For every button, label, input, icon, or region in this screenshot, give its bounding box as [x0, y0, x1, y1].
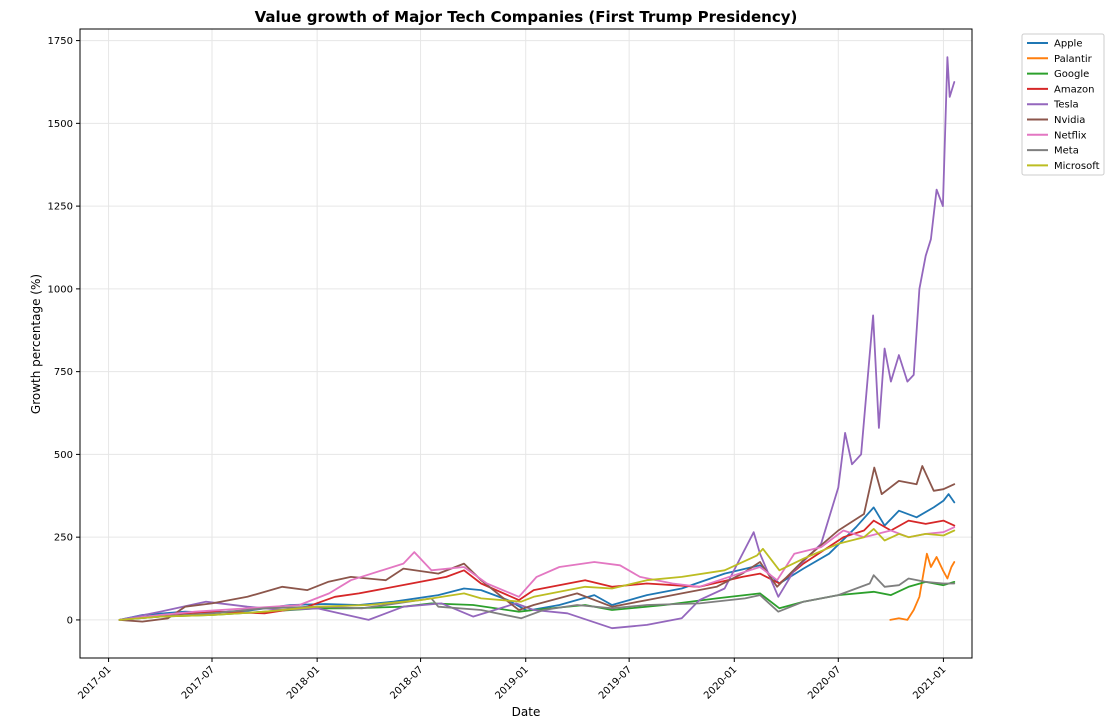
legend-entry-apple: Apple [1054, 39, 1082, 50]
y-axis-ticks: 0 250 500 750 1000 1250 1500 1750 [48, 36, 80, 626]
legend-entry-microsoft: Microsoft [1054, 161, 1100, 172]
x-tick-label: 2020-07 [806, 664, 843, 701]
y-axis-label: Growth percentage (%) [29, 274, 43, 414]
x-tick-label: 2020-01 [702, 664, 739, 701]
x-tick-label: 2021-01 [911, 664, 948, 701]
x-tick-label: 2019-01 [494, 664, 531, 701]
legend-entry-google: Google [1054, 69, 1089, 80]
x-tick-label: 2018-01 [285, 664, 322, 701]
x-tick-label: 2017-07 [180, 664, 217, 701]
legend-entry-palantir: Palantir [1054, 54, 1093, 65]
series-line-meta [118, 574, 956, 621]
series-line-tesla [118, 56, 956, 630]
y-tick-label: 500 [54, 450, 73, 461]
series-line-microsoft [118, 528, 956, 621]
series-line-amazon [118, 519, 956, 621]
y-tick-label: 750 [54, 367, 73, 378]
legend-entry-amazon: Amazon [1054, 84, 1094, 95]
series-line-nvidia [118, 465, 956, 623]
x-tick-label: 2019-07 [597, 664, 634, 701]
legend-entry-meta: Meta [1054, 146, 1079, 157]
legend-entry-tesla: Tesla [1053, 100, 1079, 111]
chart-title: Value growth of Major Tech Companies (Fi… [255, 8, 798, 26]
y-tick-label: 250 [54, 533, 73, 544]
series-line-palantir [889, 552, 956, 621]
y-tick-label: 1750 [48, 36, 73, 47]
x-axis-label: Date [512, 705, 541, 719]
series-line-netflix [118, 526, 956, 621]
legend-box [1021, 33, 1105, 176]
legend: Apple Palantir Google Amazon Tesla Nvidia Netf… [1021, 33, 1105, 176]
legend-entry-netflix: Netflix [1054, 130, 1087, 141]
y-tick-label: 1500 [48, 119, 73, 130]
series-line-apple [118, 493, 956, 621]
legend-entry-nvidia: Nvidia [1054, 115, 1085, 126]
x-tick-label: 2017-01 [76, 664, 113, 701]
x-tick-label: 2018-07 [388, 664, 425, 701]
y-tick-label: 0 [67, 615, 73, 626]
x-axis-ticks: 2017-01 2017-07 2018-01 2018-07 2019-01 2019-… [76, 658, 949, 702]
y-tick-label: 1000 [48, 284, 73, 295]
y-tick-label: 1250 [48, 202, 73, 213]
grid [80, 29, 972, 658]
series-line-google [118, 581, 956, 621]
series-layer [118, 56, 956, 630]
